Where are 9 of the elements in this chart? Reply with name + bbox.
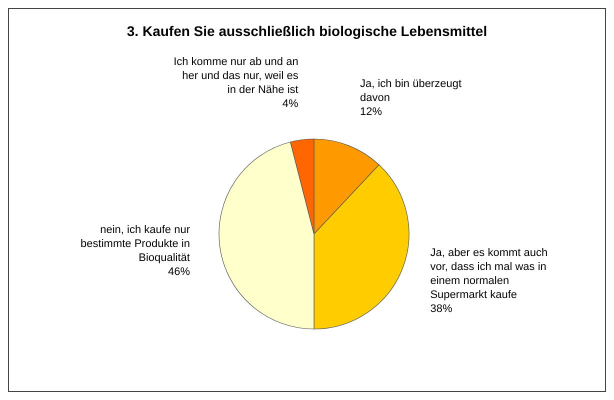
slice-label: Ja, aber es kommt auch vor, dass ich mal was in einem normalen Supermarkt kaufe [430,247,548,302]
data-label: 46% [168,266,190,278]
data-label: 4% [282,98,299,110]
data-label: 12% [360,106,382,118]
data-label: 38% [430,303,452,316]
slice-label: nein, ich kaufe nur bestimmte Produkte in Bioqualität [80,224,190,264]
slice-label: Ich komme nur ab und an her und das nur, weil es in der Nähe ist [174,56,299,96]
slice-label: Ja, ich bin überzeugt davon [360,78,462,104]
chart-title: 3. Kaufen Sie ausschließlich biologische Lebensmittel [126,23,488,39]
